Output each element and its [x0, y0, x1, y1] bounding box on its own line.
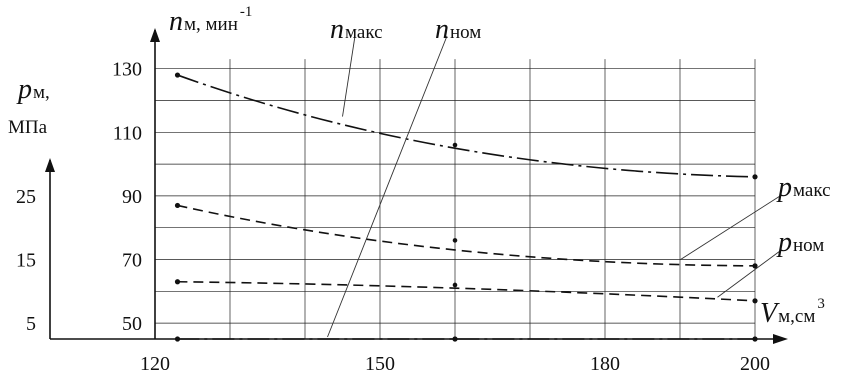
point-p-ном-end	[752, 298, 758, 304]
series-label-p-ном: pном	[776, 227, 824, 258]
n-axis-title: nм, мин-1	[169, 4, 252, 37]
series-line-n-макс	[177, 74, 756, 178]
series-label-leaders	[327, 35, 781, 338]
point-n-ном-start	[174, 336, 181, 342]
point-p-макс-start	[174, 202, 181, 209]
p-tick-25: 25	[16, 186, 36, 208]
tick-labels: 120 150 180 200 50 70 90 110 130 5 15 25	[16, 59, 770, 375]
n-tick-50: 50	[122, 313, 142, 335]
x-tick-150: 150	[365, 353, 395, 375]
p-tick-5: 5	[26, 313, 36, 335]
axes	[45, 28, 788, 344]
point-n-ном-mid	[452, 336, 458, 342]
x-tick-120: 120	[140, 353, 170, 375]
point-p-макс-end	[752, 263, 758, 269]
n-tick-110: 110	[113, 122, 142, 144]
p-axis-unit: МПа	[8, 117, 48, 138]
n-tick-90: 90	[122, 186, 142, 208]
series-label-p-макс: pмакс	[776, 172, 831, 203]
n-tick-130: 130	[112, 59, 142, 81]
series-label-n-макс: nмакс	[330, 14, 383, 45]
marker-point-2	[452, 282, 458, 288]
marker-point-1	[452, 238, 458, 243]
leader-n-ном	[327, 35, 448, 338]
p-axis-arrow	[45, 158, 55, 172]
x-tick-180: 180	[590, 353, 620, 375]
series-line-p-ном	[177, 280, 756, 302]
leader-p-ном	[717, 250, 781, 298]
axis-and-series-labels: nм, мин-1 pм, МПа Vм,см3 nмакс pмакс pном nном	[8, 4, 831, 329]
n-axis-arrow	[150, 28, 160, 42]
point-n-макс-end	[752, 174, 758, 180]
point-p-ном-start	[174, 279, 181, 285]
x-tick-200: 200	[740, 353, 770, 375]
v-axis-arrow	[773, 334, 788, 344]
series-line-p-макс	[177, 204, 756, 267]
p-axis-title: pм,	[16, 74, 50, 105]
leader-p-макс	[679, 195, 781, 261]
v-axis-title: Vм,см3	[760, 296, 825, 329]
point-n-макс-start	[174, 72, 181, 78]
series-lines	[174, 72, 758, 342]
n-tick-70: 70	[122, 250, 142, 272]
leader-n-макс	[342, 35, 356, 117]
point-n-ном-end	[752, 336, 758, 342]
grid	[154, 59, 756, 339]
marker-point-0	[452, 142, 458, 148]
series-label-n-ном: nном	[435, 14, 481, 45]
p-tick-15: 15	[16, 250, 36, 272]
